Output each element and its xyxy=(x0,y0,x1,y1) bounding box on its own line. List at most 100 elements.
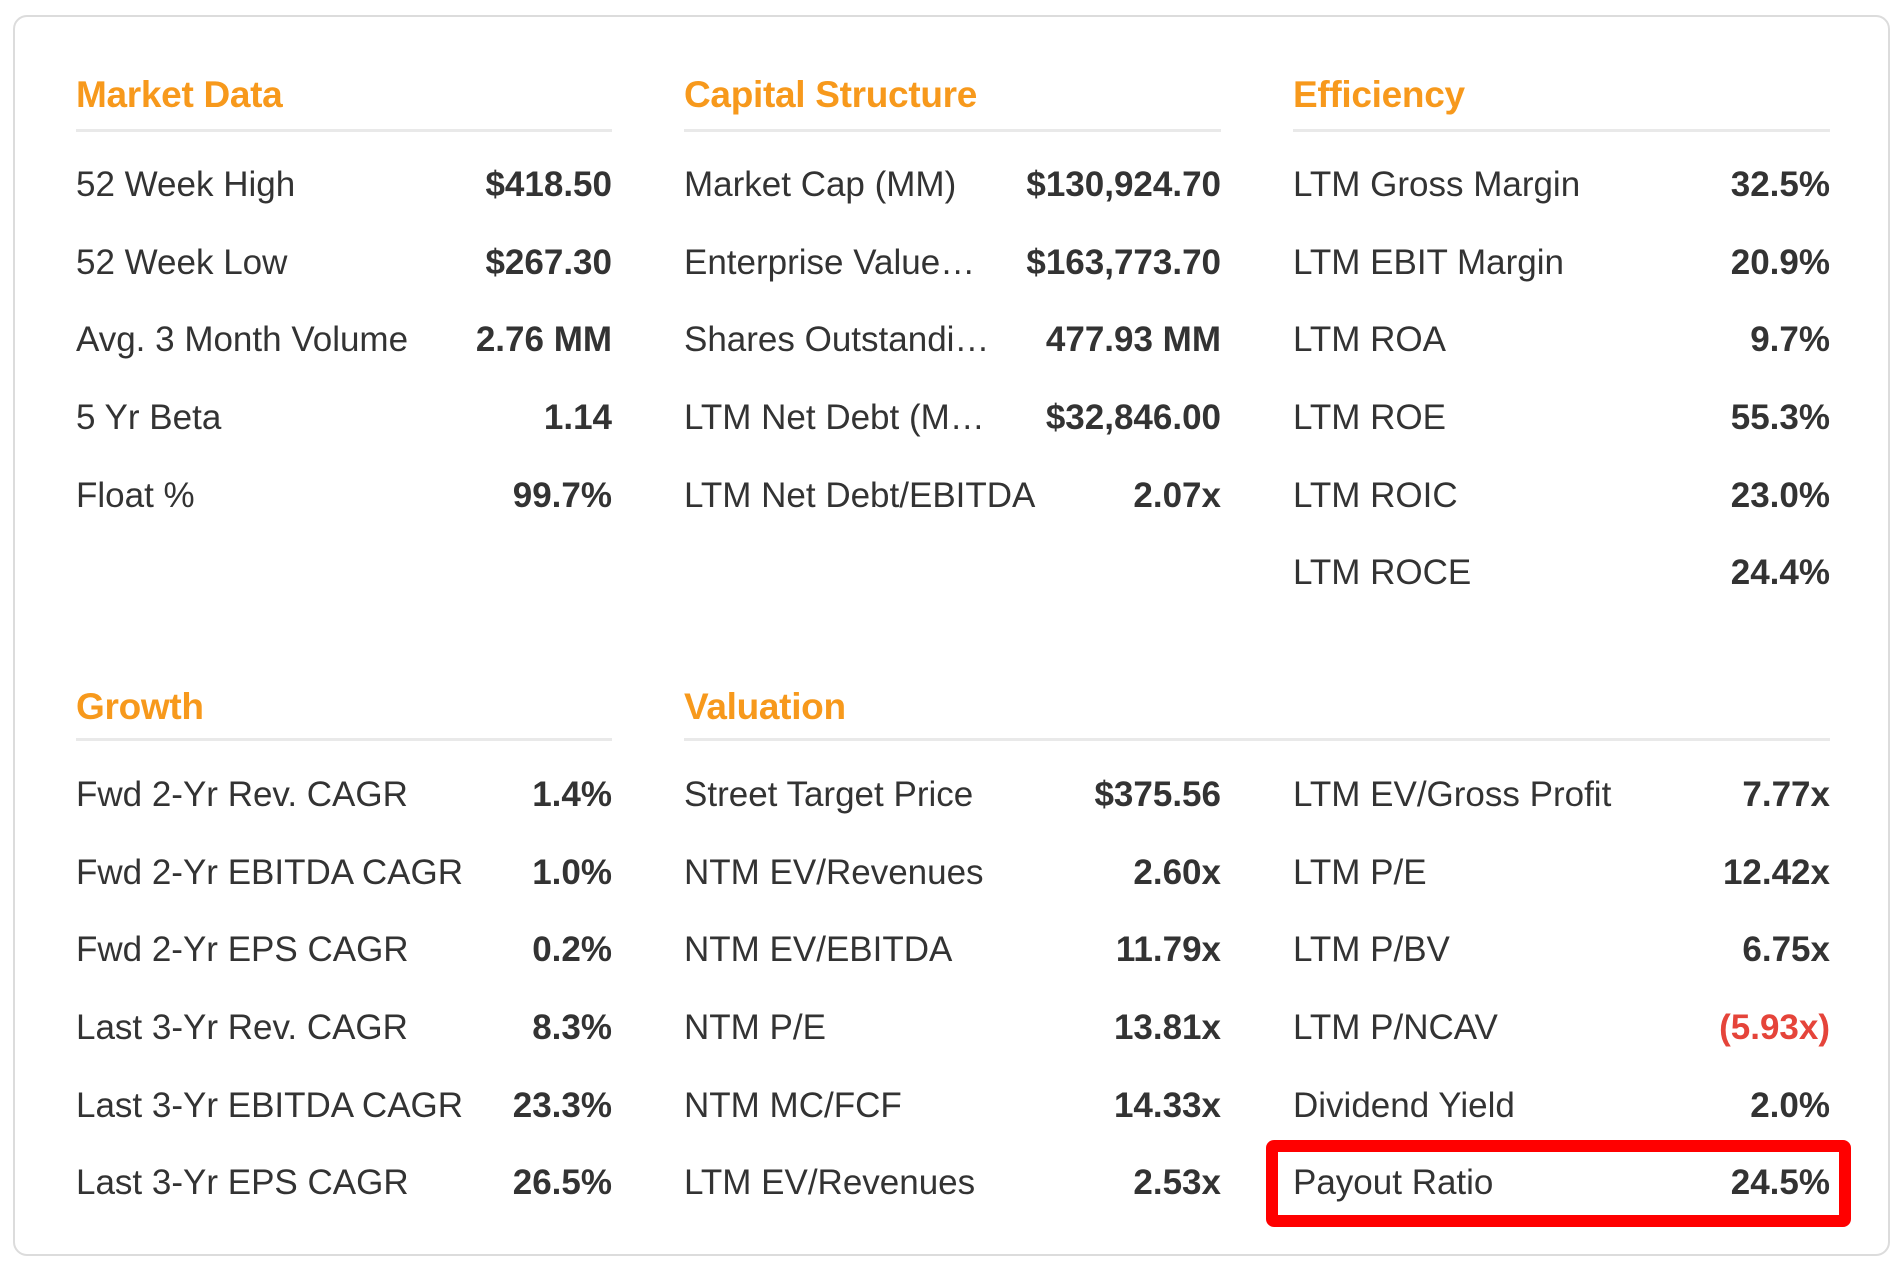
stat-value: 24.4% xyxy=(1730,553,1830,593)
section-divider xyxy=(684,129,1221,132)
section-title-capital-structure: Capital Structure xyxy=(684,74,978,115)
section-divider xyxy=(1293,129,1830,132)
stat-row-last-rev-cagr: Last 3-Yr Rev. CAGR 8.3% xyxy=(76,989,612,1067)
stat-label: LTM P/BV xyxy=(1293,930,1450,970)
stat-label: Dividend Yield xyxy=(1293,1085,1515,1125)
stat-row-roce: LTM ROCE 24.4% xyxy=(1293,534,1830,612)
stat-row-dividend-yield: Dividend Yield 2.0% xyxy=(1293,1067,1830,1145)
stat-value: 20.9% xyxy=(1730,242,1830,282)
stat-value: 2.76 MM xyxy=(475,320,612,360)
stat-row-gross-margin: LTM Gross Margin 32.5% xyxy=(1293,146,1830,224)
stat-value: 23.0% xyxy=(1730,475,1830,515)
stat-value: 1.0% xyxy=(532,852,612,892)
stat-row-ltm-ev-revenues: LTM EV/Revenues 2.53x xyxy=(684,1144,1221,1222)
stat-label: LTM P/NCAV xyxy=(1293,1008,1498,1048)
stat-label: NTM EV/Revenues xyxy=(684,852,984,892)
stat-label: LTM EV/Gross Profit xyxy=(1293,775,1612,814)
stat-row-net-debt-ebitda: LTM Net Debt/EBITDA 2.07x xyxy=(684,457,1221,535)
stat-value: 2.53x xyxy=(1133,1163,1221,1203)
stat-label: LTM ROIC xyxy=(1293,475,1458,515)
stat-row-payout-ratio: Payout Ratio 24.5% xyxy=(1293,1144,1830,1222)
stat-row-fwd-eps-cagr: Fwd 2-Yr EPS CAGR 0.2% xyxy=(76,911,612,989)
stat-row-roe: LTM ROE 55.3% xyxy=(1293,379,1830,457)
stat-label: Fwd 2-Yr EPS CAGR xyxy=(76,930,409,970)
stat-value: $163,773.70 xyxy=(1026,242,1221,282)
stat-value: $32,846.00 xyxy=(1045,398,1221,438)
stat-label: Enterprise Value… xyxy=(684,242,976,282)
stat-row-shares-outstanding: Shares Outstandi… 477.93 MM xyxy=(684,301,1221,379)
stat-value: 2.60x xyxy=(1133,852,1221,892)
stat-row-fwd-rev-cagr: Fwd 2-Yr Rev. CAGR 1.4% xyxy=(76,756,612,834)
stat-label: Float % xyxy=(76,475,195,515)
stat-value: 32.5% xyxy=(1730,165,1830,204)
stat-label: LTM Gross Margin xyxy=(1293,165,1581,204)
stat-value: 24.5% xyxy=(1730,1163,1830,1203)
section-capital-structure: Capital Structure Market Cap (MM) $130,92… xyxy=(684,73,1221,515)
stat-row-ltm-ev-gross-profit: LTM EV/Gross Profit 7.77x xyxy=(1293,756,1830,834)
valuation-right-column: LTM EV/Gross Profit 7.77x LTM P/E 12.42x L… xyxy=(1293,756,1830,1222)
stat-row-ntm-pe: NTM P/E 13.81x xyxy=(684,989,1221,1067)
stat-value: 13.81x xyxy=(1113,1008,1221,1048)
stat-row-ntm-mc-fcf: NTM MC/FCF 14.33x xyxy=(684,1067,1221,1145)
stat-row-last-eps-cagr: Last 3-Yr EPS CAGR 26.5% xyxy=(76,1144,612,1222)
section-divider xyxy=(76,738,612,741)
stat-value: 1.14 xyxy=(543,398,612,438)
stat-value: $267.30 xyxy=(485,242,612,282)
stat-label: 52 Week Low xyxy=(76,242,288,282)
stat-row-roa: LTM ROA 9.7% xyxy=(1293,301,1830,379)
stat-row-fwd-ebitda-cagr: Fwd 2-Yr EBITDA CAGR 1.0% xyxy=(76,834,612,912)
stat-label: 52 Week High xyxy=(76,165,296,204)
stat-row-roic: LTM ROIC 23.0% xyxy=(1293,457,1830,535)
stat-label: NTM P/E xyxy=(684,1008,826,1048)
stat-label: LTM EBIT Margin xyxy=(1293,242,1564,282)
section-title-market-data: Market Data xyxy=(76,74,283,115)
section-divider xyxy=(76,129,612,132)
stat-row-last-ebitda-cagr: Last 3-Yr EBITDA CAGR 23.3% xyxy=(76,1067,612,1145)
stat-label: 5 Yr Beta xyxy=(76,398,222,438)
stat-label: NTM MC/FCF xyxy=(684,1085,902,1125)
stat-label: Last 3-Yr EPS CAGR xyxy=(76,1163,409,1203)
section-growth: Growth Fwd 2-Yr Rev. CAGR 1.4% Fwd 2-Yr E… xyxy=(76,685,612,1202)
stat-label: Shares Outstandi… xyxy=(684,320,990,360)
stat-value: $375.56 xyxy=(1094,775,1221,814)
stat-label: Avg. 3 Month Volume xyxy=(76,320,409,360)
stat-value: 7.77x xyxy=(1742,775,1830,814)
stat-label: LTM ROE xyxy=(1293,398,1446,438)
stat-value: 55.3% xyxy=(1730,398,1830,438)
stat-row-street-target-price: Street Target Price $375.56 xyxy=(684,756,1221,834)
stat-row-float: Float % 99.7% xyxy=(76,457,612,535)
section-valuation: Valuation Street Target Price $375.56 NTM… xyxy=(684,685,1830,1205)
stat-label: LTM Net Debt (M… xyxy=(684,398,985,438)
stat-row-ntm-ev-ebitda: NTM EV/EBITDA 11.79x xyxy=(684,911,1221,989)
stat-label: Street Target Price xyxy=(684,775,974,814)
stat-label: Fwd 2-Yr Rev. CAGR xyxy=(76,775,408,814)
stat-value: 1.4% xyxy=(532,775,612,814)
section-title-growth: Growth xyxy=(76,686,204,727)
stat-value: 23.3% xyxy=(512,1085,612,1125)
section-divider xyxy=(684,738,1830,741)
stat-value: 8.3% xyxy=(532,1008,612,1048)
stat-value: 11.79x xyxy=(1115,930,1221,970)
stat-label: Last 3-Yr EBITDA CAGR xyxy=(76,1085,464,1125)
stat-label: LTM EV/Revenues xyxy=(684,1163,976,1203)
stat-row-ntm-ev-revenues: NTM EV/Revenues 2.60x xyxy=(684,834,1221,912)
stat-value: 14.33x xyxy=(1113,1085,1221,1125)
stat-label: LTM ROCE xyxy=(1293,553,1472,593)
stat-value: 99.7% xyxy=(512,475,612,515)
stat-value: 2.0% xyxy=(1750,1085,1830,1125)
section-efficiency: Efficiency LTM Gross Margin 32.5% LTM EBI… xyxy=(1293,73,1830,592)
stat-value: 26.5% xyxy=(512,1163,612,1203)
section-market-data: Market Data 52 Week High $418.50 52 Week … xyxy=(76,73,612,515)
stat-label: LTM ROA xyxy=(1293,320,1446,360)
stat-value: $418.50 xyxy=(485,165,612,204)
stat-value: $130,924.70 xyxy=(1026,165,1221,204)
key-stats-card xyxy=(13,15,1890,1256)
stat-label: Payout Ratio xyxy=(1293,1163,1494,1203)
stat-label: NTM EV/EBITDA xyxy=(684,930,953,970)
stat-value: 9.7% xyxy=(1750,320,1830,360)
stat-row-52-week-high: 52 Week High $418.50 xyxy=(76,146,612,224)
valuation-left-column: Street Target Price $375.56 NTM EV/Revenu… xyxy=(684,756,1221,1222)
stat-label: Last 3-Yr Rev. CAGR xyxy=(76,1008,408,1048)
stat-value-negative: (5.93x) xyxy=(1719,1008,1830,1048)
stat-row-ltm-pncav: LTM P/NCAV (5.93x) xyxy=(1293,989,1830,1067)
